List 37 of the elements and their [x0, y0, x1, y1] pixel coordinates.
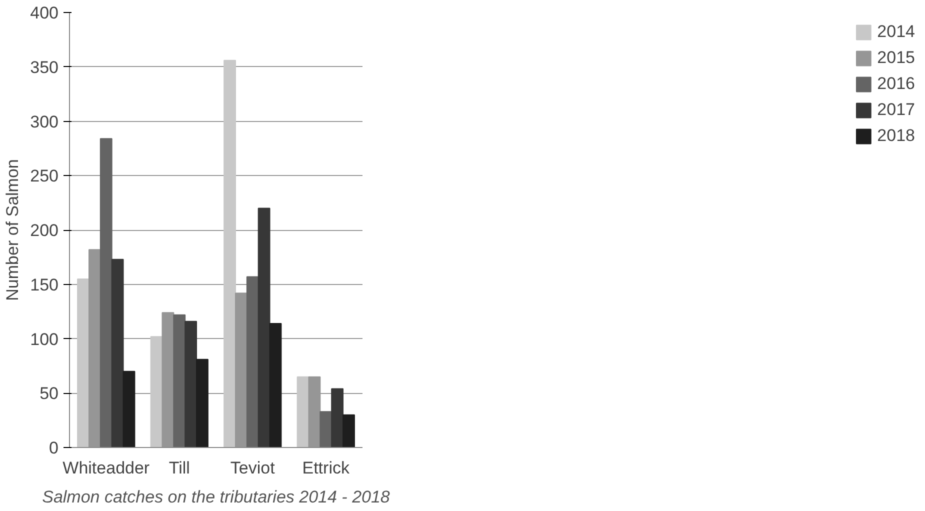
bar: [331, 388, 344, 448]
x-tick-label: Teviot: [230, 458, 276, 478]
y-tick-label: 100: [30, 330, 59, 349]
bar: [162, 312, 174, 448]
bar: [77, 278, 90, 448]
y-tick-label: 50: [40, 384, 59, 404]
y-tick-label: 250: [30, 166, 59, 186]
x-tick-label: Till: [168, 458, 190, 478]
bar: [258, 208, 270, 448]
bar: [196, 358, 208, 448]
bar: [100, 138, 112, 448]
y-tick-label: 300: [30, 112, 59, 132]
bar: [234, 292, 248, 448]
y-tick-label: 150: [30, 275, 59, 294]
bar: [173, 314, 186, 448]
bar: [88, 249, 101, 448]
legend-label: 2016: [877, 74, 915, 94]
y-tick-label: 0: [49, 438, 59, 458]
bar: [320, 411, 332, 448]
bar: [246, 276, 259, 448]
legend-label: 2018: [877, 126, 915, 146]
bar: [184, 320, 198, 448]
bar: [111, 258, 124, 448]
text: Salmon catches on the tributaries 2014 - 2018: [42, 488, 390, 506]
y-axis-title: Number of Salmon: [3, 159, 22, 301]
y-tick-label: 350: [30, 58, 59, 77]
legend-label: 2014: [877, 22, 915, 42]
x-tick-label: Whiteadder: [62, 458, 150, 478]
x-tick-label: Ettrick: [302, 458, 350, 478]
bar: [224, 60, 236, 448]
y-tick-label: 200: [30, 221, 59, 240]
legend-label: 2017: [877, 100, 915, 120]
bar: [269, 323, 282, 448]
y-tick-label: 400: [30, 4, 59, 22]
bar: [342, 414, 355, 448]
legend-label: 2015: [877, 48, 915, 68]
bar: [122, 370, 136, 448]
